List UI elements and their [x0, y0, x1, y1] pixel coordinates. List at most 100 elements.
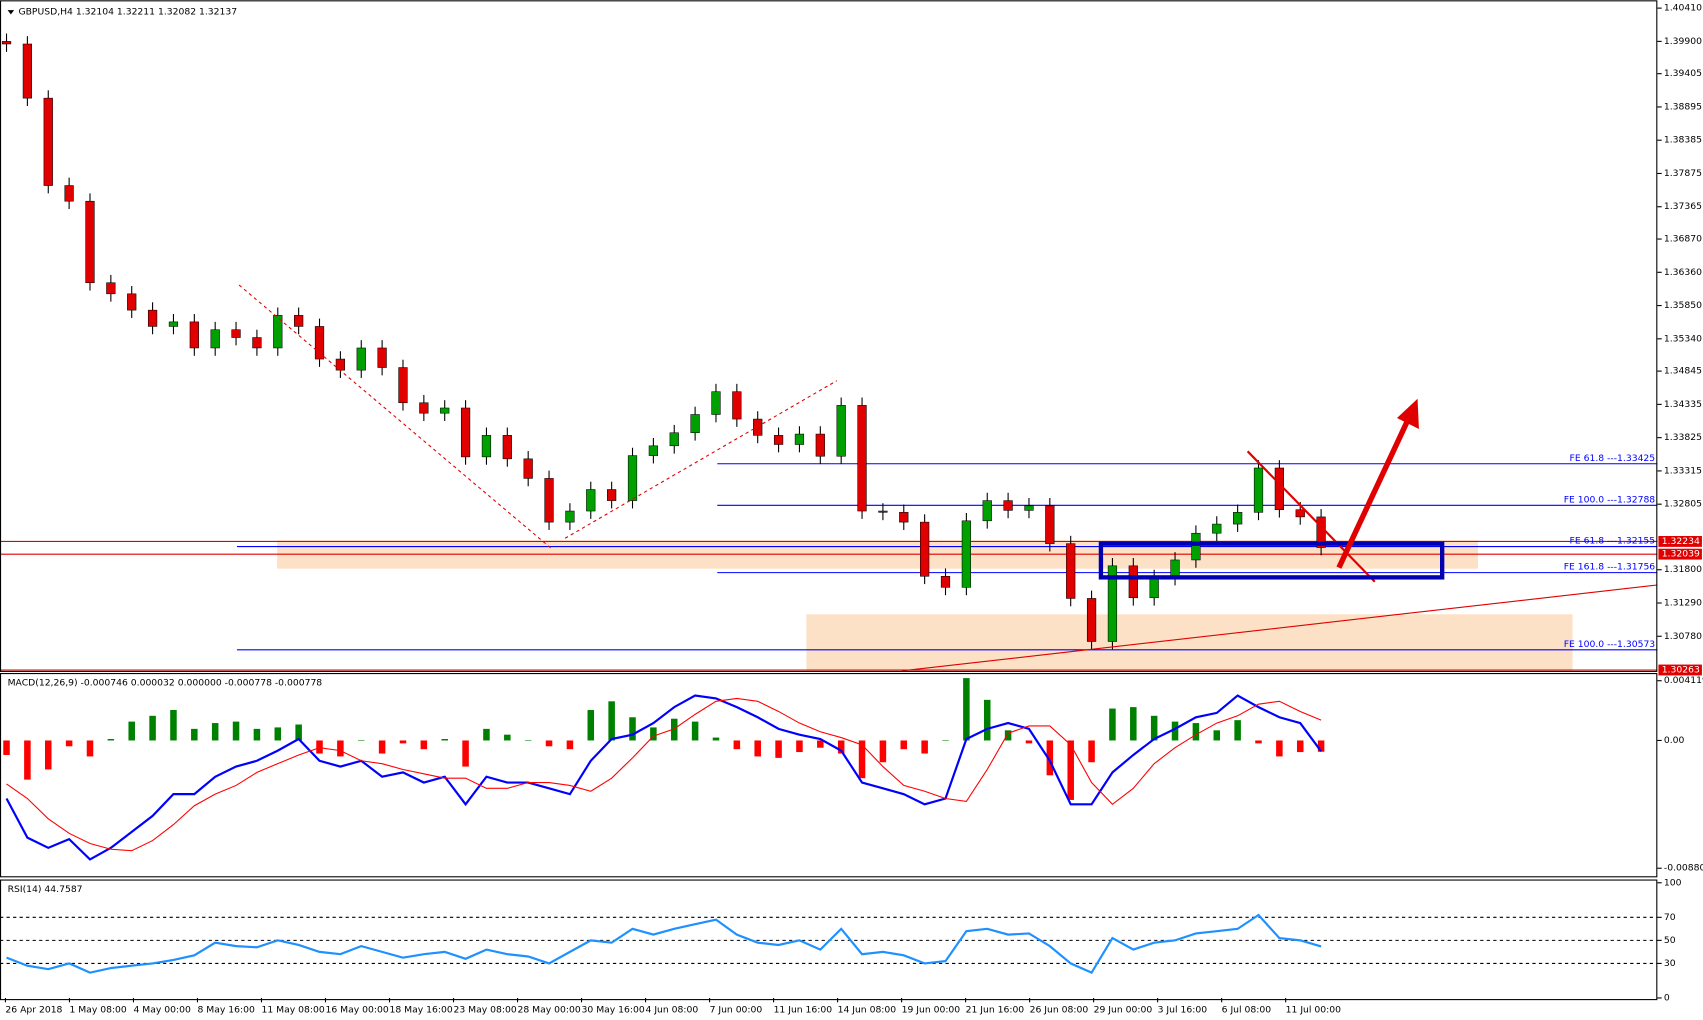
x-tick-label: 28 May 00:00: [518, 1004, 581, 1015]
histogram-bar: [337, 740, 344, 757]
x-tick-label: 21 Jun 16:00: [966, 1004, 1025, 1015]
series-line: [5, 694, 1322, 861]
x-tick-label: 23 May 08:00: [454, 1004, 517, 1015]
histogram-bar: [587, 710, 595, 741]
histogram-bar: [691, 721, 699, 741]
candle-body: [648, 445, 658, 456]
candle-body: [982, 500, 992, 522]
series-line: [6, 913, 1322, 975]
y-tick-label: 1.33825: [1664, 432, 1702, 443]
histogram-bar: [900, 740, 908, 750]
candle-body: [43, 97, 53, 186]
fib-label: FE 100.0 ---1.32788: [1564, 494, 1656, 505]
y-tick-label: 1.38895: [1664, 101, 1702, 112]
histogram-bar: [441, 739, 448, 741]
candle-body: [627, 455, 638, 501]
candle-body: [544, 478, 554, 523]
x-tick-label: 18 May 16:00: [390, 1004, 453, 1015]
candle-body: [1066, 543, 1076, 599]
histogram-bar: [879, 740, 887, 763]
price-label: 1.32039: [1662, 549, 1700, 560]
y-tick-label: 0: [1664, 992, 1670, 1003]
candle-body: [168, 321, 179, 327]
panel-frame: [0, 0, 1658, 672]
panel-frame: [0, 879, 1658, 1001]
candle-body: [127, 293, 137, 311]
candle-body: [189, 321, 199, 349]
arrow-head: [1396, 398, 1419, 430]
histogram-bar: [420, 740, 428, 750]
candle-body: [794, 433, 805, 445]
x-tick-label: 26 Jun 08:00: [1030, 1004, 1089, 1015]
price-label: 1.32234: [1662, 536, 1700, 547]
candle-body: [1003, 500, 1013, 511]
histogram-bar: [24, 740, 31, 780]
price-label-box: [1658, 664, 1702, 676]
histogram-bar: [1067, 740, 1074, 800]
x-tick-label: 11 May 08:00: [261, 1004, 324, 1015]
indicator-title: RSI(14) 44.7587: [8, 884, 83, 895]
candle-body: [294, 315, 304, 327]
histogram-bar: [670, 718, 678, 741]
y-tick-label: 1.37875: [1664, 168, 1702, 179]
histogram-bar: [504, 734, 511, 741]
candle-body: [961, 520, 971, 588]
candle-body: [1170, 559, 1180, 578]
histogram-bar: [629, 717, 636, 741]
trend-line: [1246, 450, 1376, 583]
histogram-bar: [1046, 740, 1054, 776]
series-line: [6, 697, 1322, 852]
y-tick-label: -0.008807: [1664, 863, 1703, 874]
candle-body: [481, 435, 492, 458]
x-tick-label: 8 May 16:00: [197, 1004, 254, 1015]
histogram-bar: [1234, 720, 1241, 741]
candle-body: [1233, 512, 1243, 525]
candle-body: [753, 418, 763, 436]
candle-body: [377, 347, 387, 368]
histogram-bar: [1150, 715, 1158, 741]
candle-body: [773, 435, 784, 445]
candle-body: [460, 407, 471, 458]
histogram-bar: [107, 739, 115, 741]
histogram-bar: [1109, 708, 1116, 741]
menu-icon[interactable]: [7, 10, 15, 15]
candle-body: [1045, 505, 1055, 544]
candle-body: [273, 315, 283, 349]
histogram-bar: [524, 740, 532, 742]
x-tick-label: 29 Jun 00:00: [1094, 1004, 1153, 1015]
y-tick-label: 1.39405: [1664, 68, 1702, 79]
candle-body: [502, 435, 512, 460]
y-tick-label: 1.36870: [1664, 234, 1702, 245]
histogram-bar: [963, 678, 970, 741]
label-layer: 1.40410 1.39900 1.39405 1.38895 1.38385 1.378…: [4, 3, 1703, 1015]
x-tick-label: 11 Jul 00:00: [1286, 1004, 1341, 1015]
histogram-bar: [1276, 740, 1283, 757]
histogram-bar: [253, 728, 261, 741]
y-tick-label: 1.34335: [1664, 399, 1702, 410]
histogram-bar: [274, 727, 282, 741]
fib-label: FE 161.8 ---1.31756: [1564, 562, 1656, 573]
histogram-bar: [837, 740, 845, 754]
support-zone: [806, 614, 1573, 671]
y-tick-label: 1.38385: [1664, 135, 1702, 146]
x-tick-label: 19 Jun 00:00: [902, 1004, 961, 1015]
indicator-title: MACD(12,26,9) -0.000746 0.000032 0.00000…: [8, 677, 323, 688]
histogram-bar: [357, 740, 365, 742]
candle-body: [878, 510, 888, 513]
histogram-bar: [316, 740, 323, 754]
x-tick-label: 14 Jun 08:00: [838, 1004, 897, 1015]
consolidation-box: [1098, 541, 1445, 580]
histogram-bar: [650, 727, 657, 741]
histogram-bar: [983, 699, 991, 741]
candle-body: [732, 391, 742, 420]
panel-frame: [0, 673, 1658, 878]
price-label-box: [1658, 535, 1702, 547]
histogram-bar: [191, 728, 198, 741]
y-tick-label: 1.34845: [1664, 366, 1702, 377]
histogram-bar: [733, 740, 741, 750]
candle-body: [85, 200, 95, 284]
candle-body: [419, 402, 429, 414]
y-tick-label: 70: [1664, 912, 1676, 923]
